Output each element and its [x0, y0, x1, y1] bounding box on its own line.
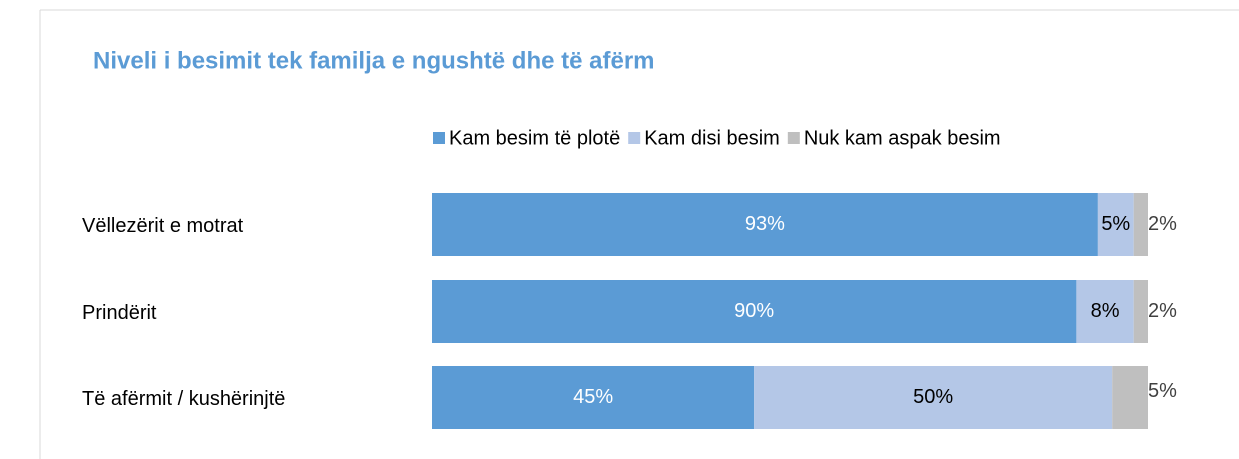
- bar-segment: [1133, 280, 1148, 343]
- bar-segment: [1097, 193, 1134, 256]
- value-label: 2%: [1148, 213, 1177, 235]
- value-label: 93%: [745, 213, 785, 235]
- chart-title: Niveli i besimit tek familja e ngushtë d…: [93, 47, 655, 74]
- bar-segment: [432, 280, 1077, 343]
- bar-segment: [754, 366, 1113, 429]
- legend-swatch: [433, 132, 445, 144]
- value-label: 2%: [1148, 300, 1177, 322]
- legend-label: Kam besim të plotë: [449, 127, 620, 149]
- legend-swatch: [628, 132, 641, 144]
- bar-segment: [1112, 366, 1148, 429]
- value-label: 8%: [1091, 300, 1120, 322]
- category-label: Të afërmit / kushërinjtë: [82, 388, 285, 410]
- value-label: 90%: [734, 300, 774, 322]
- bar-segment: [1076, 280, 1134, 343]
- category-label: Prindërit: [82, 302, 157, 324]
- legend-label: Nuk kam aspak besim: [804, 127, 1001, 149]
- value-label: 5%: [1101, 213, 1130, 235]
- value-label: 45%: [573, 386, 613, 408]
- bar-segment: [432, 193, 1098, 256]
- value-label: 50%: [913, 386, 953, 408]
- category-label: Vëllezërit e motrat: [82, 215, 244, 237]
- legend-label: Kam disi besim: [644, 127, 780, 149]
- value-label: 5%: [1148, 380, 1177, 402]
- bar-segment: [432, 366, 755, 429]
- bar-segment: [1133, 193, 1148, 256]
- legend-swatch: [787, 132, 800, 144]
